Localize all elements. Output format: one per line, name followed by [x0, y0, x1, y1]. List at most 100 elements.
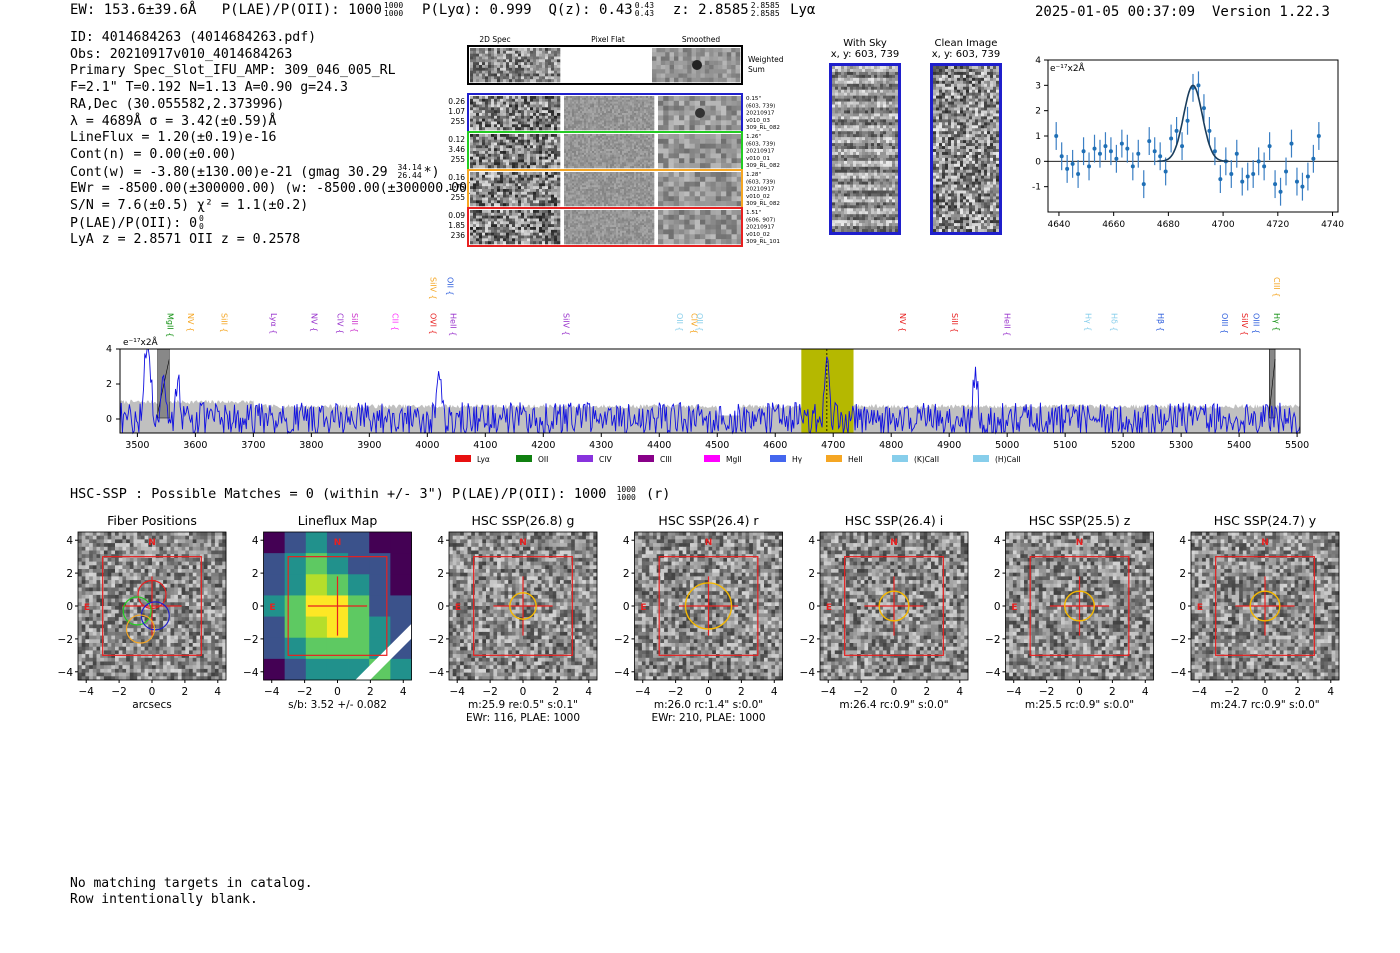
legend-label: Hγ [792, 455, 803, 464]
cutout-caption: m:26.0 rc:1.4" s:0.0" [654, 699, 763, 711]
spectrum-x-tick-label: 5000 [995, 440, 1019, 451]
zoom-x-tick-label: 4680 [1157, 220, 1180, 230]
spectrum-x-tick-label: 3600 [183, 440, 207, 451]
cutout-x-tick-label: −2 [482, 686, 497, 698]
cutout-y-tick-label: 0 [437, 601, 444, 613]
line-fit-chart: e⁻¹⁷x2Å -1 0 1 2 3 4 4640 4660 4680 4700 4720 4740 [1032, 56, 1344, 230]
legend-label: HeII [848, 455, 863, 464]
cutout-title: HSC SSP(25.5) z [1029, 513, 1131, 528]
stamp-left-label: 255 [451, 193, 466, 202]
stamp-right-label: 20210917 [746, 111, 775, 117]
flux-map-cell [284, 616, 307, 639]
fiber-circle [140, 601, 170, 631]
stamp-col-title: Pixel Flat [591, 35, 625, 44]
cutout-y-tick-label: 2 [1179, 568, 1186, 580]
emission-line-label: HeII { [449, 313, 458, 336]
cutout-panel: HSC SSP(25.5) z N E −4 −4 −2 −2 0 0 2 2 4 4 m:25.5 rc… [985, 513, 1154, 711]
north-label: N [334, 538, 342, 548]
zoom-data-point [1081, 149, 1086, 154]
emission-line-label: SiIV { [562, 313, 571, 336]
clean-image-panel: Clean Image x, y: 603, 739 [921, 38, 1011, 60]
cutout-x-tick-label: 2 [553, 686, 560, 698]
flux-map-cell [348, 553, 370, 575]
zoom-data-point [1065, 166, 1070, 171]
zoom-data-point [1212, 149, 1217, 154]
stamp-right-label: (603, 739) [746, 103, 775, 109]
cutout-x-tick-label: −2 [297, 686, 312, 698]
zoom-data-point [1234, 151, 1239, 156]
flux-map-cell [305, 637, 328, 660]
with-sky-title: With Sky [843, 38, 887, 49]
spectrum-x-tick-label: 4300 [589, 440, 613, 451]
cutout-y-tick-label: −2 [800, 634, 815, 646]
cutout-panel: HSC SSP(24.7) y N E −4 −4 −2 −2 0 0 2 2 4 4 m:24.7 rc… [1171, 513, 1340, 711]
info-lambda: λ = 4689Å σ = 3.42(±0.59)Å [70, 113, 277, 129]
stamp-left-label: 236 [451, 231, 466, 240]
zoom-data-point [1114, 156, 1119, 161]
search-box [1029, 556, 1130, 656]
stamp-right-label: v010_02 [746, 232, 770, 238]
stamp-col-title: 2D Spec [479, 35, 510, 44]
flux-map-cell [263, 532, 286, 554]
spectrum-x-tick-label: 4700 [821, 440, 845, 451]
spectrum-x-tick-label: 3800 [299, 440, 323, 451]
cutout-panel: HSC SSP(26.4) i N E −4 −4 −2 −2 0 0 2 2 4 4 m:26.4 rc… [800, 513, 969, 711]
flux-map-cell [305, 553, 328, 575]
legend-swatch [973, 455, 989, 462]
zoom-data-point [1311, 156, 1316, 161]
emission-line-label: Hβ { [1156, 313, 1165, 332]
spectrum-x-tick-label: 3700 [241, 440, 265, 451]
cutout-panel: HSC SSP(26.4) r N E −4 −4 −2 −2 0 0 2 2 4 4 m:26.0 rc… [614, 513, 783, 723]
flux-map-cell [284, 658, 307, 681]
info-ewr: EWr = -8500.00(±300000.00) (w: -8500.00(… [70, 181, 475, 197]
emission-line-label: MgII { [166, 313, 175, 337]
legend-label: CIV [599, 455, 612, 464]
stamp-left-label: 1.85 [448, 221, 465, 230]
emission-line-label: NV { [309, 313, 318, 332]
zoom-gaussian-fit [1157, 84, 1229, 163]
cutout-y-tick-label: 2 [66, 568, 73, 580]
flux-map-cell [284, 532, 307, 554]
spectrum-x-tick-label: 4100 [473, 440, 497, 451]
flux-map-cell [305, 616, 328, 639]
cutout-x-tick-label: −4 [264, 686, 280, 698]
flux-map-cell [390, 658, 412, 681]
zoom-data-point [1136, 151, 1141, 156]
z-value: z: 2.8585 [672, 2, 749, 18]
spectrum-x-tick-label: 4800 [879, 440, 903, 451]
cutout-y-tick-label: 4 [1179, 535, 1186, 547]
east-label: E [640, 603, 646, 613]
weighted-sum-label: Sum [748, 65, 765, 74]
spectrum-x-tick-label: 4500 [705, 440, 729, 451]
cutout-title: Fiber Positions [107, 513, 197, 528]
flux-map-cell [263, 637, 286, 660]
legend-label: OII [538, 455, 548, 464]
flux-map-cell [369, 595, 391, 617]
cutout-x-tick-label: 2 [182, 686, 189, 698]
emission-line-label: CII { [391, 313, 400, 331]
stamp-left-label: 0.09 [448, 211, 465, 220]
qz-value: Q(z): 0.43 [548, 2, 633, 18]
zoom-x-tick-label: 4700 [1212, 220, 1235, 230]
east-label: E [1197, 603, 1203, 613]
zoom-data-point [1169, 136, 1174, 141]
cutout-y-tick-label: 4 [66, 535, 73, 547]
cutout-y-tick-label: 0 [808, 601, 815, 613]
zoom-data-point [1180, 144, 1185, 149]
weighted-sum-label: Weighted [748, 55, 784, 64]
hsc-heading: HSC-SSP : Possible Matches = 0 (within +… [70, 485, 671, 503]
emission-line-label: NV { [898, 313, 907, 332]
cutout-x-tick-label: 4 [1142, 686, 1149, 698]
cutout-y-tick-label: 0 [994, 601, 1001, 613]
cutout-y-tick-label: 0 [252, 601, 259, 613]
zoom-data-point [1059, 154, 1064, 159]
zoom-data-point [1087, 164, 1092, 169]
emission-line-label: OII { [675, 313, 684, 332]
cutout-caption: arcsecs [132, 699, 171, 711]
emission-line-label: SiIV { [1240, 313, 1249, 336]
stamp-right-label: v010_03 [746, 118, 770, 124]
cutout-y-tick-label: −2 [985, 634, 1000, 646]
east-label: E [826, 603, 832, 613]
spectrum-x-tick-label: 3500 [125, 440, 149, 451]
zoom-data-point [1147, 139, 1152, 144]
